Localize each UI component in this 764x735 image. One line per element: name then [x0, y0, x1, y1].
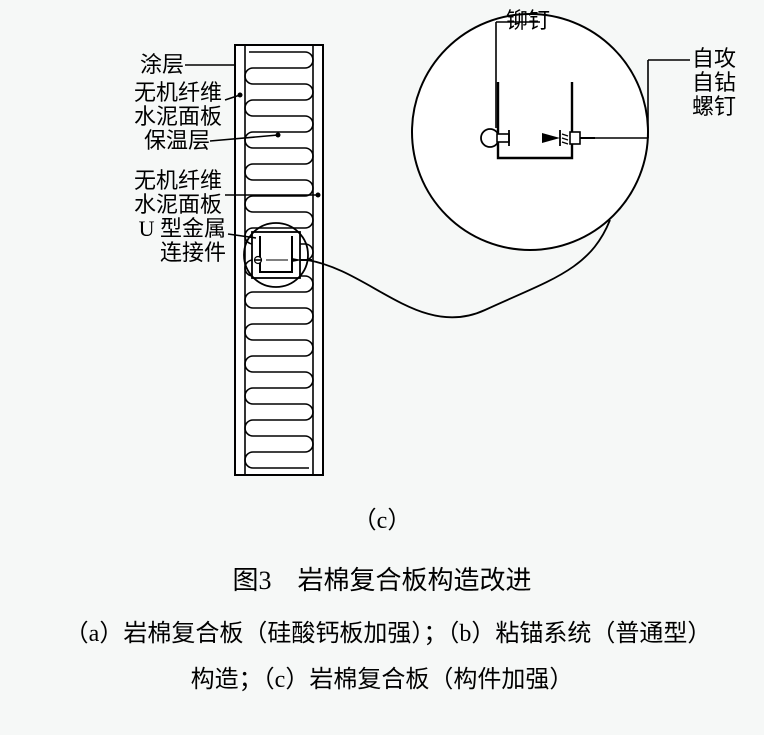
label-fiber-panel-1b: 水泥面板 [40, 106, 222, 128]
label-screw-c: 螺钉 [692, 96, 736, 118]
sublabel-c: （c） [0, 500, 764, 535]
label-screw-b: 自钻 [692, 72, 736, 94]
label-fiber-panel-2b: 水泥面板 [40, 194, 222, 216]
figure-caption-title: 图3 岩棉复合板构造改进 [0, 560, 764, 597]
label-fiber-panel-2a: 无机纤维 [40, 170, 222, 192]
label-coating: 涂层 [60, 54, 184, 76]
diagram-area: 涂层 无机纤维 水泥面板 保温层 无机纤维 水泥面板 U 型金属 连接件 铆钉 … [0, 10, 764, 500]
label-fiber-panel-1a: 无机纤维 [40, 82, 222, 104]
label-insulation: 保温层 [60, 130, 210, 152]
figure-caption-body: （a）岩棉复合板（硅酸钙板加强）；（b）粘锚系统（普通型）构造；（c）岩棉复合板… [62, 612, 702, 703]
label-u-connector-b: 连接件 [36, 242, 226, 264]
label-u-connector-a: U 型金属 [36, 218, 226, 240]
label-rivet: 铆钉 [506, 10, 550, 32]
label-screw-a: 自攻 [692, 48, 736, 70]
detail-circle [412, 14, 690, 250]
